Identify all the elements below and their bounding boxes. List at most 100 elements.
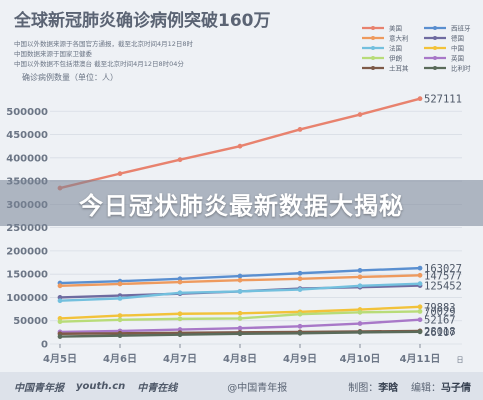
data-point <box>237 325 243 331</box>
data-point <box>357 283 363 289</box>
y-tick-label: 100000 <box>6 293 48 304</box>
y-tick-label: 200000 <box>6 246 48 257</box>
data-point <box>297 330 303 336</box>
x-tick-label: 4月8日 <box>223 353 257 365</box>
legend-label: 伊朗 <box>389 54 402 63</box>
legend-marker <box>371 26 375 30</box>
data-point <box>237 143 243 149</box>
source-handle: @中国青年报 <box>227 382 288 394</box>
legend-label: 比利时 <box>451 64 471 73</box>
data-point <box>297 270 303 276</box>
x-tick-label: 4月7日 <box>163 353 197 365</box>
data-point <box>237 331 243 337</box>
data-point <box>297 323 303 329</box>
end-value-label: 28018 <box>424 326 456 338</box>
end-value-label: 79883 <box>424 302 456 314</box>
data-point <box>357 112 363 117</box>
data-point <box>357 309 363 315</box>
chart-title: 全球新冠肺炎确诊病例突破160万 <box>13 10 271 31</box>
x-tick-label: 4月6日 <box>103 353 137 365</box>
legend-label: 美国 <box>389 24 402 33</box>
legend-marker <box>433 46 437 50</box>
data-point <box>237 310 243 316</box>
data-point <box>117 171 123 177</box>
end-value-label: 70029 <box>424 306 456 318</box>
y-tick-label: 500000 <box>6 107 48 118</box>
data-point <box>117 295 123 301</box>
legend-label: 中国 <box>451 44 464 53</box>
data-point <box>57 283 63 289</box>
data-point <box>177 311 183 317</box>
legend-label: 西班牙 <box>451 24 471 33</box>
data-point <box>57 334 63 339</box>
credits-name-maker: 李晗 <box>378 382 399 394</box>
y-tick-label: 250000 <box>6 223 48 234</box>
end-value-label: 26107 <box>424 327 456 339</box>
data-point <box>177 316 183 322</box>
legend-label: 德国 <box>451 34 464 43</box>
legend-marker <box>433 36 437 40</box>
footer-bar: 中国青年报 youth.cn 中青在线 @中国青年报 制图：李晗 编辑：马子倩 <box>0 372 483 400</box>
data-point <box>297 287 303 292</box>
data-point <box>417 272 423 278</box>
data-point <box>177 279 183 285</box>
data-point <box>357 321 363 326</box>
website-logo: youth.cn <box>76 380 126 392</box>
data-point <box>417 265 423 271</box>
x-axis-label: 日 <box>457 356 464 364</box>
legend-marker <box>371 66 375 70</box>
chart-note-3: 中国以外数据不包括港澳台 截至北京时间4月12日8时04分 <box>14 59 184 68</box>
x-tick-label: 4月11日 <box>400 353 441 365</box>
data-point <box>297 127 303 132</box>
data-point <box>237 277 243 283</box>
partner-logo: 中青在线 <box>137 382 178 394</box>
y-axis-label: 确诊病例数量（单位：人） <box>22 72 118 82</box>
data-point <box>57 298 63 304</box>
data-point <box>237 289 243 294</box>
data-point <box>117 333 123 339</box>
legend-label: 法国 <box>389 44 402 53</box>
data-point <box>357 268 363 273</box>
data-point <box>177 332 183 338</box>
legend-marker <box>433 66 437 70</box>
legend-marker <box>371 36 375 40</box>
end-value-label: 163027 <box>424 263 462 275</box>
data-point <box>117 313 123 319</box>
data-point <box>417 317 423 323</box>
legend-marker <box>371 56 375 60</box>
y-tick-label: 450000 <box>6 130 48 141</box>
data-point <box>237 316 243 321</box>
chart-note-2: 中国数据来源于国家卫健委 <box>14 49 93 58</box>
legend-label: 土耳其 <box>389 64 409 73</box>
data-point <box>117 317 123 323</box>
headline-text: 今日冠状肺炎最新数据大揭秘 <box>79 191 404 220</box>
legend-marker <box>433 26 437 30</box>
end-value-label: 125452 <box>424 281 462 293</box>
data-point <box>177 290 183 296</box>
legend-marker <box>433 56 437 60</box>
chart-note-1: 中国以外数据来源于各国官方通报，截至北京时间4月12日8时 <box>14 39 194 48</box>
x-tick-label: 4月5日 <box>43 353 77 365</box>
y-tick-label: 150000 <box>6 270 48 281</box>
headline-banner: 今日冠状肺炎最新数据大揭秘 <box>0 180 483 226</box>
legend-label: 意大利 <box>389 34 409 43</box>
line-chart: 全球新冠肺炎确诊病例突破160万 中国以外数据来源于各国官方通报，截至北京时间4… <box>6 10 471 365</box>
legend-label: 英国 <box>451 54 464 63</box>
series-line-美国 <box>59 97 421 190</box>
data-point <box>237 273 243 279</box>
data-point <box>417 329 423 335</box>
y-tick-label: 400000 <box>6 153 48 164</box>
x-tick-label: 4月10日 <box>340 353 381 365</box>
y-tick-label: 0 <box>41 340 48 351</box>
data-point <box>357 329 363 335</box>
credits: 制图：李晗 编辑：马子倩 <box>348 379 471 394</box>
end-value-label: 147577 <box>424 270 462 282</box>
data-point <box>417 304 423 310</box>
data-point <box>297 311 303 317</box>
publisher-logo: 中国青年报 <box>14 382 64 394</box>
data-point <box>417 281 423 287</box>
x-tick-label: 4月9日 <box>283 353 317 365</box>
end-value-label: 527111 <box>424 94 462 106</box>
legend-marker <box>371 46 375 50</box>
end-value-label: 52167 <box>424 315 456 327</box>
